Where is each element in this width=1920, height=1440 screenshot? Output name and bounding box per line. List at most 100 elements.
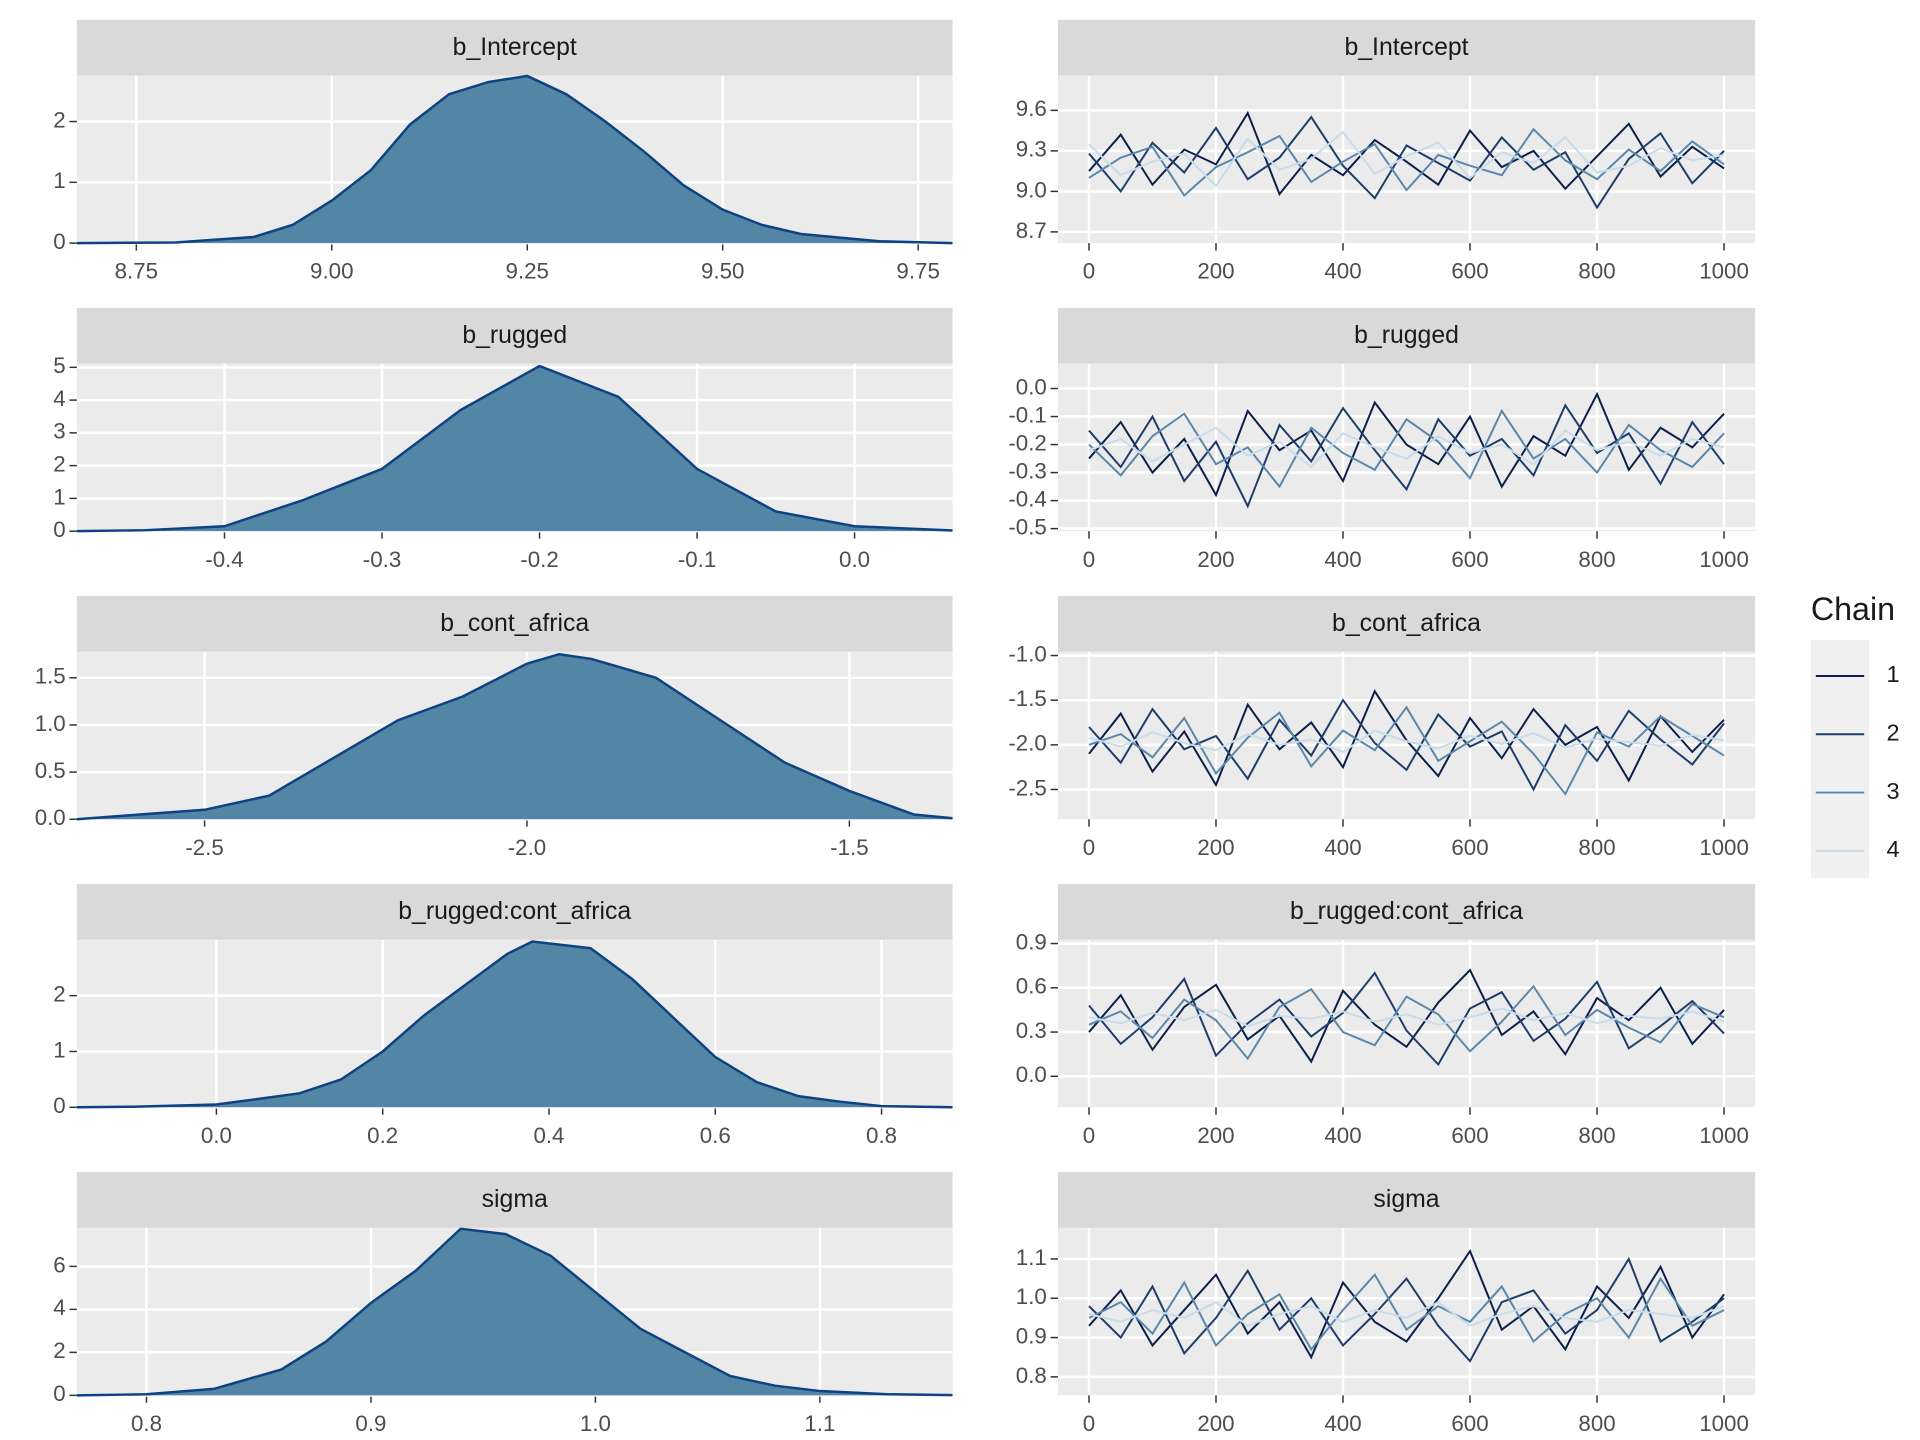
y-tick-label: 2 <box>53 452 65 477</box>
y-tick-label: 0.3 <box>1016 1018 1047 1043</box>
strip <box>1057 19 1756 76</box>
x-tick-label: 400 <box>1324 259 1361 284</box>
y-tick-label: 2 <box>53 1338 65 1363</box>
trace-line <box>1088 130 1725 188</box>
panel <box>1057 363 1756 532</box>
x-tick-label: -1.5 <box>830 835 868 860</box>
y-tick-label: -0.3 <box>1008 458 1046 483</box>
y-tick-label: 0.0 <box>1016 1062 1047 1087</box>
trace-line <box>1088 408 1725 489</box>
x-tick-label: 0 <box>1083 1411 1095 1436</box>
y-tick-label: -0.1 <box>1008 402 1046 427</box>
strip-title: b_rugged <box>1354 322 1459 349</box>
x-tick-label: 200 <box>1197 1123 1234 1148</box>
x-tick-label: 600 <box>1451 259 1488 284</box>
y-tick-label: 9.0 <box>1016 177 1047 202</box>
x-tick-label: 0.8 <box>866 1123 897 1148</box>
strip <box>76 595 953 652</box>
density-area <box>76 1228 953 1396</box>
trace-line <box>1088 968 1725 1064</box>
strip-title: b_cont_africa <box>1332 610 1481 637</box>
x-tick-label: 1000 <box>1699 1123 1749 1148</box>
panel <box>1057 939 1756 1108</box>
strip <box>76 19 953 76</box>
x-tick-label: 600 <box>1451 1123 1488 1148</box>
trace-line <box>1088 729 1725 754</box>
x-tick-label: 1000 <box>1699 835 1749 860</box>
strip <box>76 884 953 940</box>
y-tick-label: 0.0 <box>1016 374 1047 399</box>
y-tick-label: -2.5 <box>1008 775 1046 800</box>
x-tick-label: 400 <box>1324 835 1361 860</box>
y-tick-label: 0 <box>53 229 65 254</box>
legend-label: 2 <box>1887 719 1900 745</box>
strip-title: b_rugged:cont_africa <box>1290 898 1523 925</box>
density-line <box>76 1227 953 1397</box>
x-tick-label: -2.0 <box>508 835 546 860</box>
x-tick-label: 200 <box>1197 259 1234 284</box>
trace-line <box>1088 1248 1725 1360</box>
strip <box>76 307 953 364</box>
x-tick-label: 0.2 <box>367 1123 398 1148</box>
x-tick-label: -2.5 <box>185 835 223 860</box>
y-tick-label: -0.2 <box>1008 430 1046 455</box>
x-tick-label: 200 <box>1197 1411 1234 1436</box>
trace-line <box>1088 984 1725 1061</box>
x-tick-label: -0.4 <box>205 547 243 572</box>
density-line <box>76 940 953 1109</box>
y-tick-label: 0.9 <box>1016 929 1047 954</box>
strip-title: b_Intercept <box>1344 34 1468 61</box>
x-tick-label: 1000 <box>1699 547 1749 572</box>
trace-line <box>1088 1256 1725 1363</box>
trace-line <box>1088 127 1725 197</box>
x-tick-label: 9.25 <box>506 259 549 284</box>
x-tick-label: 9.00 <box>310 259 353 284</box>
strip-title: sigma <box>1373 1186 1439 1213</box>
y-tick-label: 0 <box>53 1381 65 1406</box>
y-tick-label: 2 <box>53 107 65 132</box>
x-tick-label: 0 <box>1083 259 1095 284</box>
strip-title: b_Intercept <box>453 34 577 61</box>
y-tick-label: -0.5 <box>1008 515 1046 540</box>
y-tick-label: 0.0 <box>35 805 66 830</box>
strip <box>1057 307 1756 364</box>
x-tick-label: 800 <box>1578 547 1615 572</box>
y-tick-label: 9.3 <box>1016 137 1047 162</box>
trace-line <box>1088 1272 1725 1352</box>
x-tick-label: 9.50 <box>701 259 744 284</box>
x-tick-label: 0.4 <box>533 1123 564 1148</box>
legend-label: 4 <box>1887 836 1900 862</box>
y-tick-label: -2.0 <box>1008 731 1046 756</box>
y-tick-label: 1.0 <box>35 711 66 736</box>
strip <box>1057 884 1756 940</box>
legend-label: 1 <box>1887 661 1900 687</box>
strip-title: b_rugged:cont_africa <box>398 898 631 925</box>
x-tick-label: 0.0 <box>201 1123 232 1148</box>
y-tick-label: 8.7 <box>1016 218 1047 243</box>
x-tick-label: 0.8 <box>131 1411 162 1436</box>
strip <box>1057 1172 1756 1228</box>
y-tick-label: 2 <box>53 982 65 1007</box>
legend-title: Chain <box>1811 591 1895 627</box>
y-tick-label: 1.1 <box>1016 1245 1047 1270</box>
strip-title: b_cont_africa <box>440 610 589 637</box>
y-tick-label: 1 <box>53 168 65 193</box>
x-tick-label: -0.3 <box>363 547 401 572</box>
y-tick-label: -1.5 <box>1008 686 1046 711</box>
trace-line <box>1088 1007 1725 1028</box>
x-tick-label: 800 <box>1578 259 1615 284</box>
x-tick-label: 1.1 <box>804 1411 835 1436</box>
y-tick-label: -1.0 <box>1008 641 1046 666</box>
trace-line <box>1088 1301 1725 1327</box>
x-tick-label: 0 <box>1083 835 1095 860</box>
y-tick-label: 1 <box>53 484 65 509</box>
strip <box>76 1172 953 1228</box>
x-tick-label: 800 <box>1578 835 1615 860</box>
y-tick-label: 5 <box>53 353 65 378</box>
x-tick-label: 400 <box>1324 1123 1361 1148</box>
legend-key-background <box>1810 640 1870 879</box>
x-tick-label: -0.2 <box>520 547 558 572</box>
x-tick-label: -0.1 <box>678 547 716 572</box>
